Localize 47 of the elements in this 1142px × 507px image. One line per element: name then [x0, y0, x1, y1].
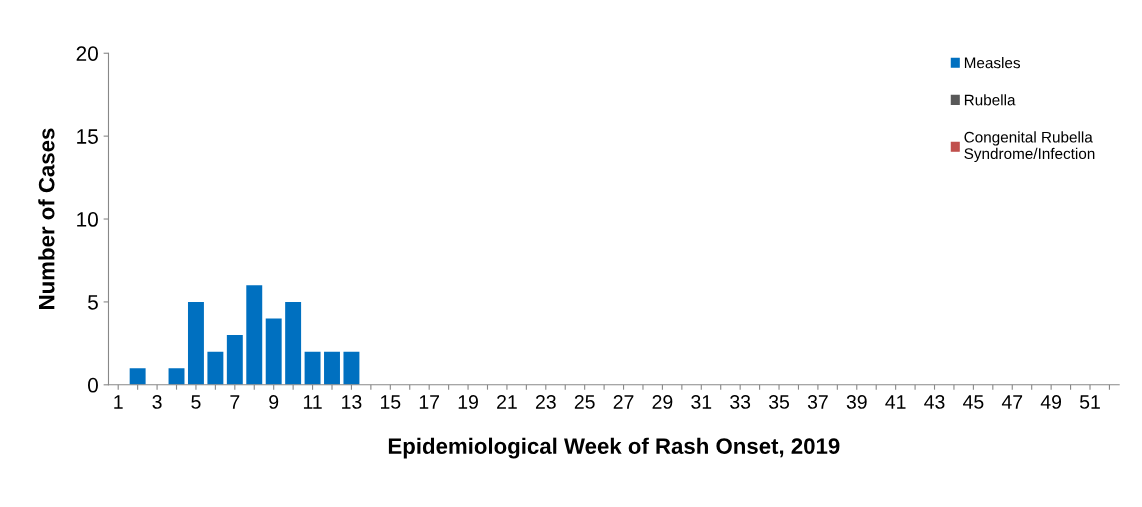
x-tick-label: 49 [1040, 395, 1062, 409]
x-tick-label: 35 [768, 395, 790, 409]
bar [129, 368, 146, 385]
y-tick-label: 0 [88, 377, 98, 393]
x-tick-label: 33 [730, 395, 751, 409]
bar [246, 285, 263, 385]
x-tick-label: 51 [1079, 395, 1100, 409]
y-tick-label: 20 [76, 46, 98, 61]
bar [168, 368, 185, 385]
bar [324, 351, 340, 385]
x-tick-label: 13 [342, 395, 362, 409]
legend-label: Rubella [964, 94, 1016, 106]
y-tick-label: 5 [88, 295, 98, 310]
y-axis-title: Number of Cases [38, 128, 55, 309]
x-tick-label: 5 [191, 395, 201, 409]
bar [343, 351, 360, 385]
x-tick-label: 1 [114, 395, 123, 409]
x-axis-title: Epidemiological Week of Rash Onset, 2019 [388, 437, 840, 459]
x-tick-label: 27 [613, 395, 634, 409]
x-tick-label: 15 [380, 395, 401, 409]
y-tick-label: 15 [77, 129, 98, 144]
bar [285, 301, 302, 385]
x-tick-label: 39 [846, 395, 867, 409]
bar [187, 301, 204, 385]
x-tick-label: 45 [963, 395, 984, 409]
bar [265, 318, 282, 385]
x-tick-label: 11 [303, 395, 322, 409]
x-tick-label: 25 [574, 395, 595, 409]
legend-label: Congenital Rubella Syndrome/Infection [964, 131, 1095, 163]
bar [226, 335, 243, 385]
y-tick-label: 10 [77, 212, 98, 227]
x-tick-label: 31 [691, 395, 712, 409]
bar [207, 351, 224, 385]
bar [304, 351, 321, 385]
x-tick-label: 3 [152, 395, 162, 409]
x-tick-label: 19 [458, 395, 478, 409]
x-tick-label: 7 [230, 395, 240, 409]
x-tick-label: 29 [652, 395, 673, 409]
x-tick-label: 47 [1001, 395, 1023, 409]
x-tick-label: 9 [269, 395, 279, 409]
x-tick-label: 43 [924, 395, 945, 409]
x-tick-label: 17 [419, 395, 440, 409]
x-tick-label: 41 [885, 395, 906, 409]
x-tick-label: 37 [807, 395, 828, 409]
x-tick-label: 21 [497, 395, 517, 409]
x-tick-label: 23 [535, 395, 556, 409]
legend-label: Measles [964, 57, 1021, 69]
